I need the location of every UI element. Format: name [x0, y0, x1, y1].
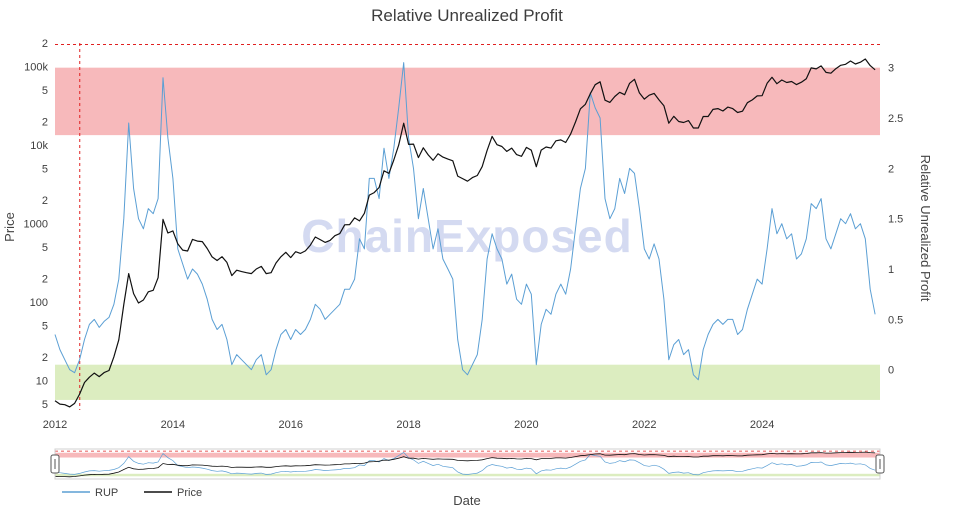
right-axis-tick: 2 [888, 163, 894, 175]
rangeslider[interactable] [50, 448, 885, 480]
mini-undervalued-band [55, 473, 880, 477]
x-axis-tick: 2020 [514, 419, 538, 431]
right-axis-tick: 2.5 [888, 113, 903, 125]
left-axis-tick: 100 [30, 297, 48, 309]
left-axis-tick: 10 [36, 375, 48, 387]
left-axis-tick: 100k [24, 62, 48, 74]
legend-item-rup[interactable]: RUP [62, 487, 118, 499]
right-axis-tick: 3 [888, 63, 894, 75]
rup-line [54, 62, 876, 381]
left-axis-tick: 5 [42, 242, 48, 254]
price-line [54, 58, 876, 408]
legend-label-rup: RUP [95, 487, 118, 499]
left-axis-tick: 5 [42, 321, 48, 333]
x-axis-tick: 2018 [396, 419, 420, 431]
legend-item-price[interactable]: Price [144, 487, 202, 499]
series-layer [54, 58, 876, 408]
left-axis-tick: 5 [42, 85, 48, 97]
left-axis-tick: 5 [42, 399, 48, 411]
mini-price-line [54, 451, 876, 478]
left-axis-tick: 10k [30, 140, 48, 152]
guides-layer [55, 43, 880, 410]
left-axis-tick: 5 [42, 164, 48, 176]
overvalued-band [55, 67, 880, 136]
chart-title: Relative Unrealized Profit [371, 6, 563, 25]
x-axis-tick: 2016 [278, 419, 302, 431]
right-axis-tick: 1.5 [888, 214, 903, 226]
right-axis-title: Relative Unrealized Profit [918, 155, 933, 302]
x-axis-tick: 2022 [632, 419, 656, 431]
right-axis-tick: 0.5 [888, 314, 903, 326]
x-axis-tick: 2014 [161, 419, 185, 431]
x-axis-tick: 2024 [750, 419, 774, 431]
left-axis-tick: 2 [42, 116, 48, 128]
mini-rup-line [54, 451, 876, 476]
mini-overvalued-band [55, 452, 880, 458]
x-axis-title: Date [453, 493, 480, 508]
right-axis-tick: 0 [888, 365, 894, 377]
left-axis-title: Price [2, 212, 17, 242]
legend: RUP Price [62, 487, 202, 499]
watermark: ChainExposed [301, 210, 633, 262]
left-axis-tick: 2 [42, 38, 48, 50]
left-axis-tick: 1000 [24, 219, 48, 231]
left-axis-tick: 2 [42, 273, 48, 285]
right-axis-tick: 1 [888, 264, 894, 276]
left-axis-tick: 2 [42, 195, 48, 207]
axes-layer: 5 10 2 5 100 2 5 1000 2 5 10k 2 5 100k 2 0 0.5 1 1.5 2 2.5 3 2… [24, 38, 904, 431]
bands-layer [55, 67, 880, 400]
x-axis-tick: 2012 [43, 419, 67, 431]
undervalued-band [55, 364, 880, 400]
left-axis-tick: 2 [42, 352, 48, 364]
legend-label-price: Price [177, 487, 202, 499]
